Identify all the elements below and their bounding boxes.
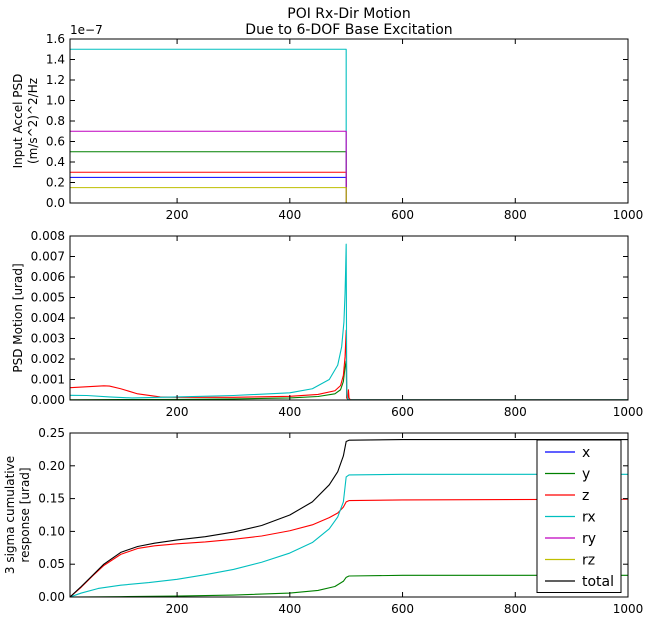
- legend-label-x: x: [582, 445, 590, 461]
- x-tick-label: 400: [278, 208, 301, 222]
- x-tick-label: 400: [278, 405, 301, 419]
- y-tick-label: 0.003: [31, 332, 65, 346]
- y-tick-label: 0.25: [38, 426, 65, 440]
- y-tick-label: 0.000: [31, 393, 65, 407]
- panel-psd: 200 400 600 800 1000 0.000 0.001 0.002 0.003 0.00…: [11, 229, 643, 419]
- series-line-y: [70, 574, 628, 597]
- x-tick-label: 400: [278, 602, 301, 616]
- x-tick-label: 1000: [613, 208, 644, 222]
- y-offset-text: 1e−7: [70, 23, 103, 37]
- y-tick-label: 0.4: [46, 155, 65, 169]
- figure-title-line-2: Due to 6-DOF Base Excitation: [245, 22, 452, 38]
- x-tick-label: 600: [391, 405, 414, 419]
- x-tick-label: 200: [166, 602, 189, 616]
- x-tick-label: 800: [504, 602, 527, 616]
- y-axis-label: PSD Motion [urad]: [11, 263, 25, 372]
- x-tick-label: 1000: [613, 405, 644, 419]
- panel-cumulative: 200 400 600 800 1000 0.00 0.05 0.10 0.15 0.20 0.25…: [3, 426, 643, 616]
- legend-label-rx: rx: [582, 510, 596, 526]
- series-line-rz: [70, 187, 628, 203]
- y-tick-label: 1.0: [46, 94, 65, 108]
- y-axis-label: (m/s^2)^2/Hz: [26, 78, 40, 164]
- y-tick-label: 0.05: [38, 557, 65, 571]
- series-group: [70, 48, 628, 203]
- axes-frame: [69, 432, 629, 598]
- y-tick-label: 0.0: [46, 196, 65, 210]
- axes-frame: [69, 235, 629, 401]
- series-line-rx: [70, 48, 628, 203]
- legend-label-total: total: [582, 574, 614, 590]
- x-tick-label: 200: [166, 208, 189, 222]
- legend-label-y: y: [582, 467, 590, 483]
- x-tick-label: 800: [504, 208, 527, 222]
- x-tick-label: 600: [391, 602, 414, 616]
- y-tick-label: 0.002: [31, 352, 65, 366]
- y-tick-label: 0.008: [31, 229, 65, 243]
- x-tick-label: 800: [504, 405, 527, 419]
- y-tick-label: 0.00: [38, 590, 65, 604]
- series-group: [70, 243, 628, 400]
- series-line-z: [70, 498, 628, 597]
- y-axis-label: 3 sigma cumulative: [3, 456, 17, 574]
- y-tick-label: 0.006: [31, 270, 65, 284]
- y-tick-label: 1.6: [46, 32, 65, 46]
- series-line-x: [70, 176, 628, 203]
- legend: xyz rx ry rz total: [536, 439, 622, 593]
- series-line-total: [70, 439, 628, 597]
- legend-label-rz: rz: [582, 553, 595, 569]
- series-line-rx: [70, 473, 628, 597]
- y-tick-label: 1.2: [46, 73, 65, 87]
- y-tick-label: 0.6: [46, 135, 65, 149]
- y-tick-label: 0.10: [38, 524, 65, 538]
- panel-input: 200 400 600 800 1000 0.0 0.2 0.4 0.6 0.8 1.0 1.2 1.4…: [11, 23, 643, 222]
- y-tick-label: 0.8: [46, 114, 65, 128]
- series-group: [70, 439, 628, 597]
- y-tick-label: 0.15: [38, 492, 65, 506]
- legend-label-z: z: [582, 488, 589, 504]
- y-tick-label: 0.004: [31, 311, 65, 325]
- figure-title-line-1: POI Rx-Dir Motion: [287, 6, 410, 22]
- x-tick-label: 1000: [613, 602, 644, 616]
- y-tick-label: 0.001: [31, 373, 65, 387]
- series-line-rx: [70, 243, 628, 400]
- y-tick-label: 0.005: [31, 291, 65, 305]
- legend-label-ry: ry: [582, 531, 596, 547]
- y-tick-label: 0.2: [46, 176, 65, 190]
- series-line-ry: [70, 130, 628, 203]
- axes-frame: [69, 38, 629, 204]
- y-axis-label: Input Accel PSD: [11, 74, 25, 169]
- x-tick-label: 600: [391, 208, 414, 222]
- y-tick-label: 0.20: [38, 459, 65, 473]
- y-axis-label: response [urad]: [18, 467, 32, 562]
- series-line-z: [70, 329, 628, 400]
- y-tick-label: 0.007: [31, 250, 65, 264]
- y-tick-label: 1.4: [46, 53, 65, 67]
- x-tick-label: 200: [166, 405, 189, 419]
